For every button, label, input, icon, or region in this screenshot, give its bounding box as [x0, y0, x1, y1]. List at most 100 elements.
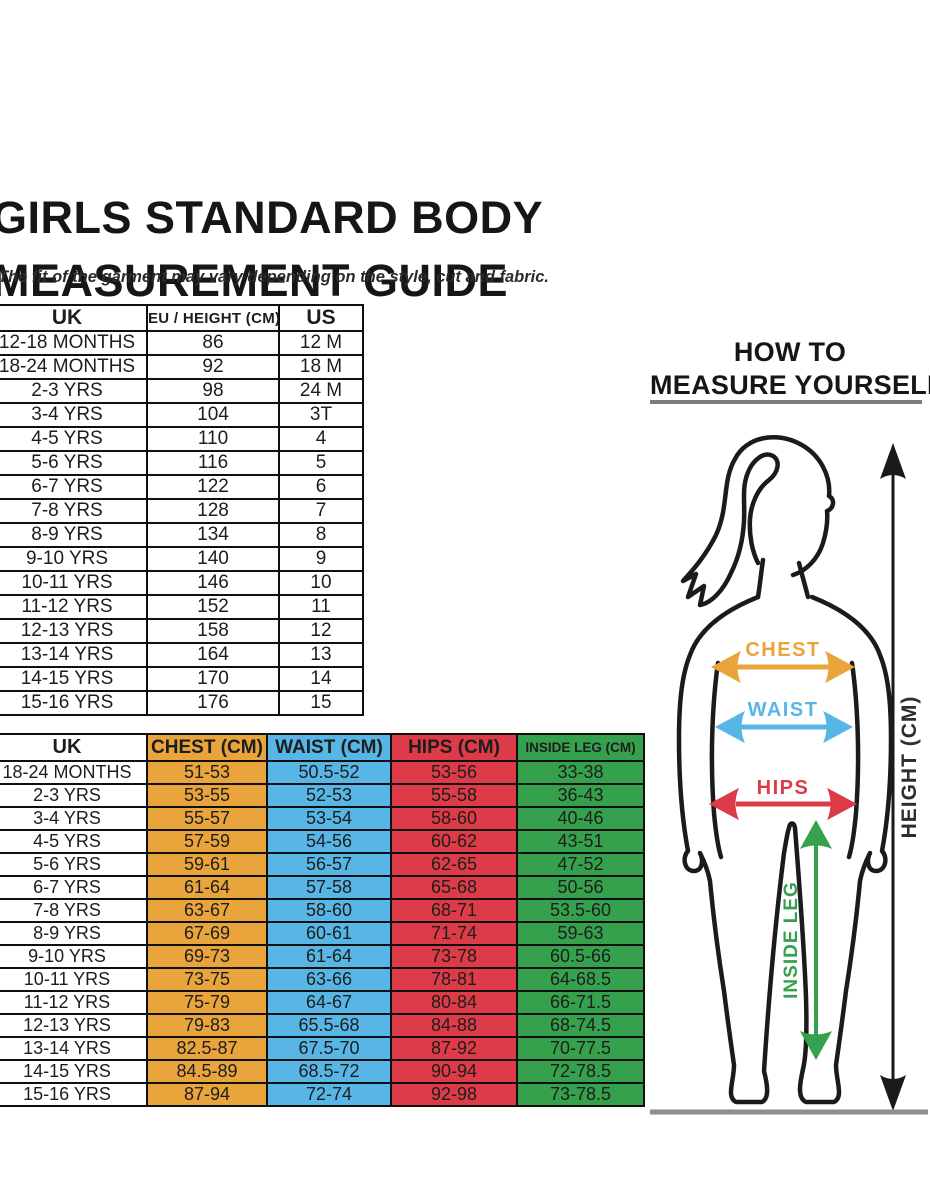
table-row: 18-24 MONTHS 51-53 50.5-52 53-56 33-38: [0, 760, 645, 785]
table-cell: 56-57: [266, 852, 392, 877]
table-cell: 55-58: [390, 783, 518, 808]
body-measurement-table: UK CHEST (CM) WAIST (CM) HIPS (CM) INSID…: [0, 733, 645, 1107]
table-cell: 72-78.5: [516, 1059, 645, 1084]
table-cell: 10: [278, 570, 364, 596]
table-cell: 134: [146, 522, 280, 548]
table-cell: 13-14 YRS: [0, 1036, 148, 1061]
table-cell: 52-53: [266, 783, 392, 808]
inside-leg-label: INSIDE LEG: [781, 881, 802, 999]
table-cell: 11-12 YRS: [0, 990, 148, 1015]
table-cell: 84.5-89: [146, 1059, 268, 1084]
size-conversion-table: UK EU / HEIGHT (CM) US 12-18 MONTHS 86 12 …: [0, 304, 364, 716]
table-cell: 51-53: [146, 760, 268, 785]
table-row: 18-24 MONTHS 92 18 M: [0, 354, 364, 380]
column-header-waist: WAIST (CM): [266, 733, 392, 762]
table-cell: 10-11 YRS: [0, 967, 148, 992]
inside-leg-arrow-icon: [799, 819, 833, 1061]
table-cell: 4-5 YRS: [0, 426, 148, 452]
table-cell: 2-3 YRS: [0, 783, 148, 808]
table-row: 11-12 YRS 152 11: [0, 594, 364, 620]
table-cell: 53-56: [390, 760, 518, 785]
measure-yourself-figure: CHEST WAIST HIPS INSIDE LEG HEIGHT (: [650, 435, 928, 1115]
girl-neck-outline: [755, 557, 811, 600]
waist-label: WAIST: [748, 699, 819, 721]
table-cell: 12: [278, 618, 364, 644]
table-cell: 84-88: [390, 1013, 518, 1038]
table-cell: 7-8 YRS: [0, 498, 148, 524]
table-cell: 5-6 YRS: [0, 450, 148, 476]
table-cell: 6-7 YRS: [0, 474, 148, 500]
table-row: 6-7 YRS 61-64 57-58 65-68 50-56: [0, 875, 645, 900]
table-cell: 53-54: [266, 806, 392, 831]
table-cell: 5-6 YRS: [0, 852, 148, 877]
table-cell: 18 M: [278, 354, 364, 380]
table-row: 12-13 YRS 158 12: [0, 618, 364, 644]
table-cell: 18-24 MONTHS: [0, 354, 148, 380]
table-cell: 4: [278, 426, 364, 452]
table-row: 4-5 YRS 110 4: [0, 426, 364, 452]
table-cell: 73-78: [390, 944, 518, 969]
table-cell: 170: [146, 666, 280, 692]
table-cell: 60-62: [390, 829, 518, 854]
table-cell: 98: [146, 378, 280, 404]
table-row: 12-13 YRS 79-83 65.5-68 84-88 68-74.5: [0, 1013, 645, 1038]
table-cell: 64-67: [266, 990, 392, 1015]
table-cell: 58-60: [266, 898, 392, 923]
table-cell: 87-94: [146, 1082, 268, 1107]
table-cell: 3T: [278, 402, 364, 428]
column-header-us: US: [278, 304, 364, 332]
table-cell: 40-46: [516, 806, 645, 831]
table-cell: 63-66: [266, 967, 392, 992]
table-cell: 75-79: [146, 990, 268, 1015]
column-header-inside-leg: INSIDE LEG (CM): [516, 733, 645, 762]
table-cell: 8: [278, 522, 364, 548]
table-cell: 33-38: [516, 760, 645, 785]
how-to-line2: MEASURE YOURSELF: [650, 370, 930, 400]
table-cell: 59-61: [146, 852, 268, 877]
table-header-row: UK CHEST (CM) WAIST (CM) HIPS (CM) INSID…: [0, 733, 645, 762]
table-cell: 146: [146, 570, 280, 596]
table-row: 6-7 YRS 122 6: [0, 474, 364, 500]
table-cell: 2-3 YRS: [0, 378, 148, 404]
table-row: 4-5 YRS 57-59 54-56 60-62 43-51: [0, 829, 645, 854]
page-title-line1: GIRLS STANDARD BODY: [0, 192, 544, 244]
table-cell: 58-60: [390, 806, 518, 831]
table-cell: 67.5-70: [266, 1036, 392, 1061]
table-cell: 12-13 YRS: [0, 1013, 148, 1038]
page-subtitle: The fit of the garment may vary dependin…: [0, 268, 550, 286]
girl-inner-arm-lines: [709, 660, 861, 860]
table-row: 14-15 YRS 84.5-89 68.5-72 90-94 72-78.5: [0, 1059, 645, 1084]
how-to-line1: HOW TO: [733, 337, 847, 367]
column-header-hips: HIPS (CM): [390, 733, 518, 762]
table-row: 9-10 YRS 69-73 61-64 73-78 60.5-66: [0, 944, 645, 969]
table-cell: 14: [278, 666, 364, 692]
column-header-chest: CHEST (CM): [146, 733, 268, 762]
table-cell: 92: [146, 354, 280, 380]
table-cell: 72-74: [266, 1082, 392, 1107]
table-cell: 60-61: [266, 921, 392, 946]
table-cell: 92-98: [390, 1082, 518, 1107]
table-row: 11-12 YRS 75-79 64-67 80-84 66-71.5: [0, 990, 645, 1015]
table-cell: 158: [146, 618, 280, 644]
table-row: 14-15 YRS 170 14: [0, 666, 364, 692]
how-to-measure-heading: HOW TO MEASURE YOURSELF: [650, 336, 930, 402]
table-cell: 10-11 YRS: [0, 570, 148, 596]
table-cell: 15-16 YRS: [0, 1082, 148, 1107]
girl-outline-figure: [676, 435, 894, 1105]
table-cell: 11: [278, 594, 364, 620]
table-cell: 8-9 YRS: [0, 522, 148, 548]
table-cell: 57-58: [266, 875, 392, 900]
table-row: 3-4 YRS 104 3T: [0, 402, 364, 428]
table-cell: 164: [146, 642, 280, 668]
table-cell: 90-94: [390, 1059, 518, 1084]
chest-label: CHEST: [745, 639, 820, 661]
table-cell: 79-83: [146, 1013, 268, 1038]
table-cell: 9: [278, 546, 364, 572]
table-cell: 12-13 YRS: [0, 618, 148, 644]
table-cell: 64-68.5: [516, 967, 645, 992]
table-row: 7-8 YRS 128 7: [0, 498, 364, 524]
table-cell: 12-18 MONTHS: [0, 330, 148, 356]
table-cell: 9-10 YRS: [0, 944, 148, 969]
table-row: 5-6 YRS 59-61 56-57 62-65 47-52: [0, 852, 645, 877]
